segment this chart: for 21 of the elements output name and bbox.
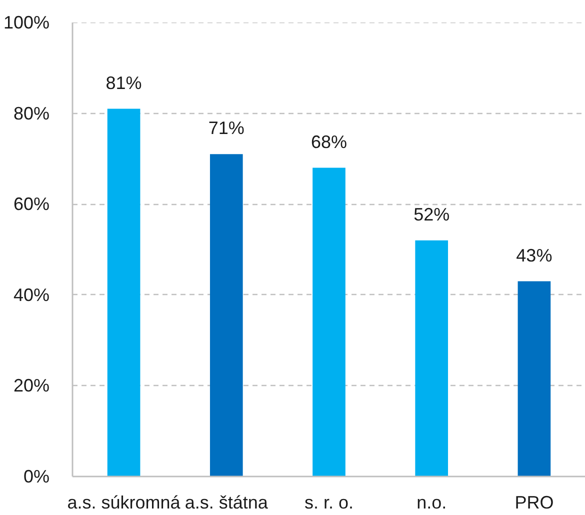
bar (210, 154, 243, 476)
bar (415, 240, 448, 476)
y-tick-label: 20% (13, 376, 50, 396)
bar (107, 108, 140, 476)
bar (312, 168, 346, 476)
y-tick-label: 60% (13, 194, 50, 214)
y-tick-label: 80% (13, 103, 50, 124)
data-label: 43% (516, 245, 552, 266)
x-tick-label: a.s. súkromná (67, 492, 182, 512)
x-tick-label: n.o. (416, 492, 447, 512)
x-tick-label: a.s. štátna (184, 492, 269, 512)
data-label: 52% (414, 204, 450, 224)
y-tick-label: 0% (23, 466, 50, 486)
x-tick-label: PRO (514, 492, 554, 512)
bar (518, 281, 551, 476)
y-tick-label: 100% (3, 12, 50, 32)
data-label: 68% (310, 132, 348, 152)
data-label: 81% (106, 72, 142, 93)
x-tick-label: s. r. o. (304, 492, 354, 512)
y-tick-label: 40% (13, 284, 50, 305)
data-label: 71% (208, 118, 244, 138)
